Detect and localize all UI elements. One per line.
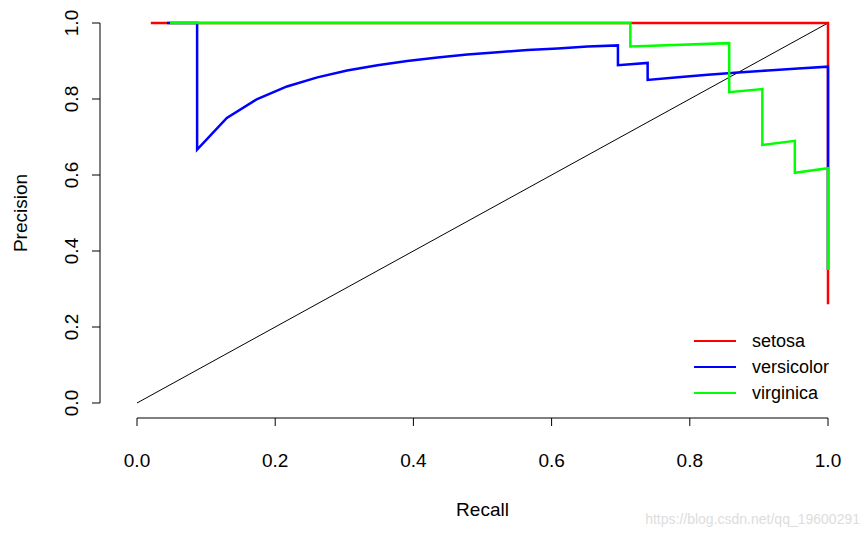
x-tick <box>689 418 690 426</box>
x-tick-label: 0.2 <box>262 450 288 471</box>
x-tick-label: 1.0 <box>815 450 841 471</box>
legend-label: versicolor <box>752 357 829 377</box>
series-line <box>167 23 828 270</box>
y-tick <box>92 403 100 404</box>
y-tick <box>92 327 100 328</box>
x-tick <box>275 418 276 426</box>
y-tick <box>92 251 100 252</box>
x-axis-label: Recall <box>456 499 509 520</box>
background <box>0 0 866 535</box>
y-tick-label: 0.8 <box>61 86 82 112</box>
series-line <box>151 23 828 304</box>
y-tick <box>92 99 100 100</box>
chart: 0.0 0.2 0.4 0.6 0.8 1.0 Recall 0.0 0.2 0.4 0.6 0.8 1… <box>0 0 866 535</box>
legend-swatch <box>694 366 736 368</box>
y-tick <box>92 23 100 24</box>
x-tick <box>828 418 829 426</box>
legend-label: virginica <box>752 383 819 403</box>
x-tick-label: 0.0 <box>124 450 150 471</box>
x-tick-label: 0.6 <box>538 450 564 471</box>
series-line <box>170 23 828 270</box>
x-axis-line <box>137 418 828 419</box>
x-tick-label: 0.8 <box>677 450 703 471</box>
y-tick <box>92 175 100 176</box>
x-tick <box>413 418 414 426</box>
x-tick-label: 0.4 <box>400 450 427 471</box>
plot-area <box>137 23 828 403</box>
y-tick-label: 0.4 <box>61 237 82 264</box>
legend-swatch <box>694 392 736 394</box>
watermark: https://blog.csdn.net/qq_19600291 <box>645 511 860 527</box>
y-tick-label: 0.0 <box>61 390 82 416</box>
y-axis-line <box>100 23 101 403</box>
x-axis: 0.0 0.2 0.4 0.6 0.8 1.0 <box>124 418 841 471</box>
legend: setosa versicolor virginica <box>694 331 829 403</box>
reference-line <box>137 23 828 403</box>
y-tick-label: 1.0 <box>61 10 82 36</box>
legend-label: setosa <box>752 331 806 351</box>
y-tick-label: 0.2 <box>61 314 82 340</box>
x-tick <box>137 418 138 426</box>
x-tick <box>551 418 552 426</box>
y-axis: 0.0 0.2 0.4 0.6 0.8 1.0 <box>61 10 100 416</box>
y-tick-label: 0.6 <box>61 162 82 188</box>
y-axis-label: Precision <box>10 174 31 252</box>
legend-swatch <box>694 340 736 342</box>
